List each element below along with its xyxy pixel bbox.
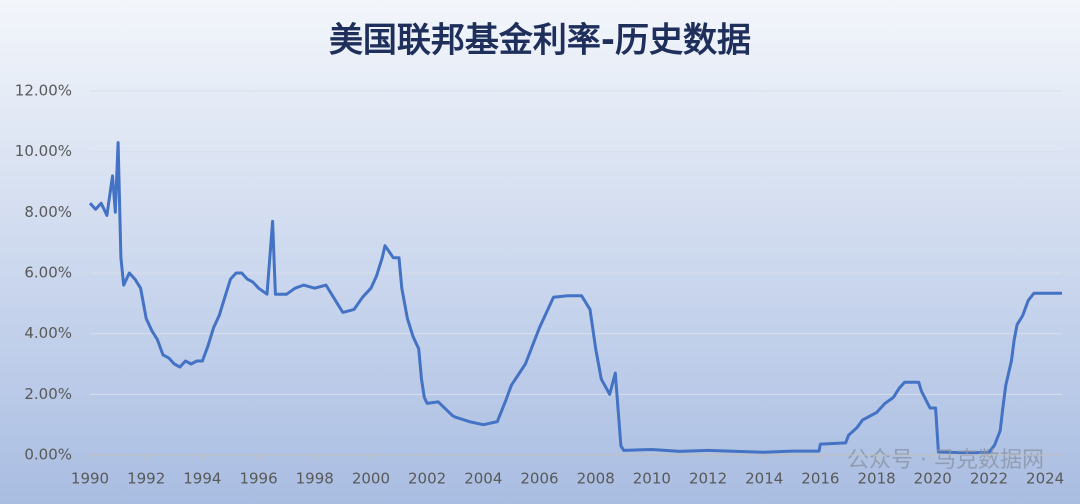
- x-tick-label: 1992: [127, 470, 165, 488]
- x-tick-label: 1998: [296, 470, 334, 488]
- watermark: 公众号 · 马克数据网: [847, 448, 1044, 473]
- x-tick-label: 2016: [801, 470, 839, 488]
- x-tick-label: 2020: [914, 470, 952, 488]
- y-tick-label: 0.00%: [24, 446, 72, 464]
- x-tick-label: 2024: [1026, 470, 1064, 488]
- x-tick-label: 2008: [577, 470, 615, 488]
- x-tick-label: 1996: [239, 470, 277, 488]
- x-tick-label: 1990: [71, 470, 109, 488]
- y-tick-label: 6.00%: [24, 264, 72, 282]
- x-tick-label: 1994: [183, 470, 221, 488]
- x-tick-label: 2022: [970, 470, 1008, 488]
- y-tick-label: 10.00%: [15, 142, 72, 160]
- x-tick-label: 2004: [464, 470, 502, 488]
- y-tick-label: 4.00%: [24, 324, 72, 342]
- x-tick-label: 2010: [633, 470, 671, 488]
- x-tick-label: 2018: [857, 470, 895, 488]
- y-tick-label: 8.00%: [24, 203, 72, 221]
- x-tick-label: 2000: [352, 470, 390, 488]
- x-tick-label: 2002: [408, 470, 446, 488]
- y-tick-label: 2.00%: [24, 385, 72, 403]
- rate-line: [88, 141, 1062, 455]
- x-tick-label: 2006: [520, 470, 558, 488]
- x-tick-label: 2014: [745, 470, 783, 488]
- y-tick-label: 12.00%: [15, 82, 72, 100]
- chart-title: 美国联邦基金利率-历史数据: [329, 21, 751, 61]
- x-tick-label: 2012: [689, 470, 727, 488]
